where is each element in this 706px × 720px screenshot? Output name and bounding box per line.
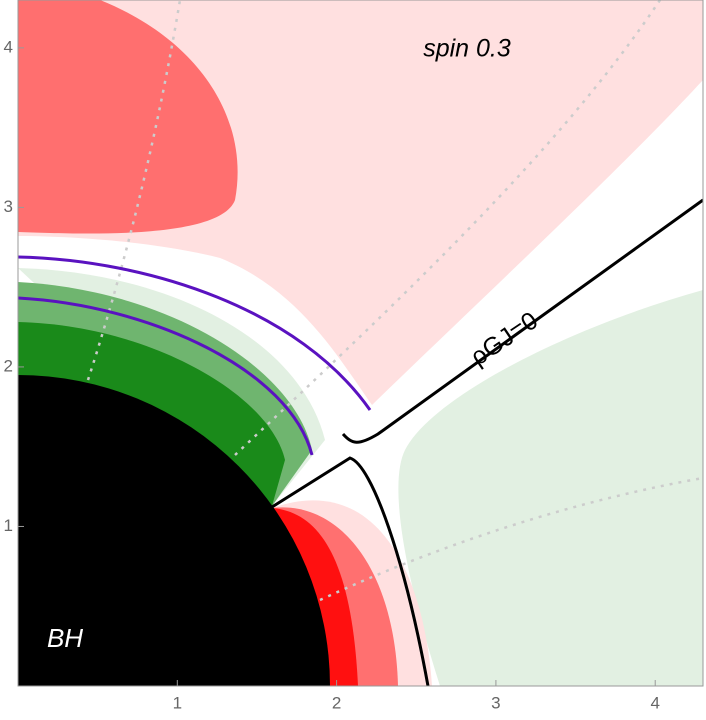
y-tick-label: 3 [4, 197, 13, 216]
x-tick-label: 1 [173, 693, 182, 712]
purple-line [18, 255, 372, 411]
bh-label: BH [47, 623, 83, 653]
zero-contour [341, 198, 703, 444]
red-region [18, 0, 238, 234]
field-lines [86, 0, 703, 602]
x-tick-label: 4 [650, 693, 659, 712]
green-region [398, 290, 703, 686]
x-tick-label: 3 [491, 693, 500, 712]
zero-contour [271, 456, 430, 686]
black-hole [18, 375, 330, 686]
frame [17, 0, 704, 687]
y-tick-label: 4 [4, 37, 13, 56]
y-tick-label: 2 [4, 356, 13, 375]
chart-title: spin 0.3 [423, 35, 511, 63]
contour-regions [18, 0, 703, 686]
y-tick-label: 1 [4, 516, 13, 535]
purple-line [18, 296, 314, 456]
x-tick-label: 2 [332, 693, 341, 712]
